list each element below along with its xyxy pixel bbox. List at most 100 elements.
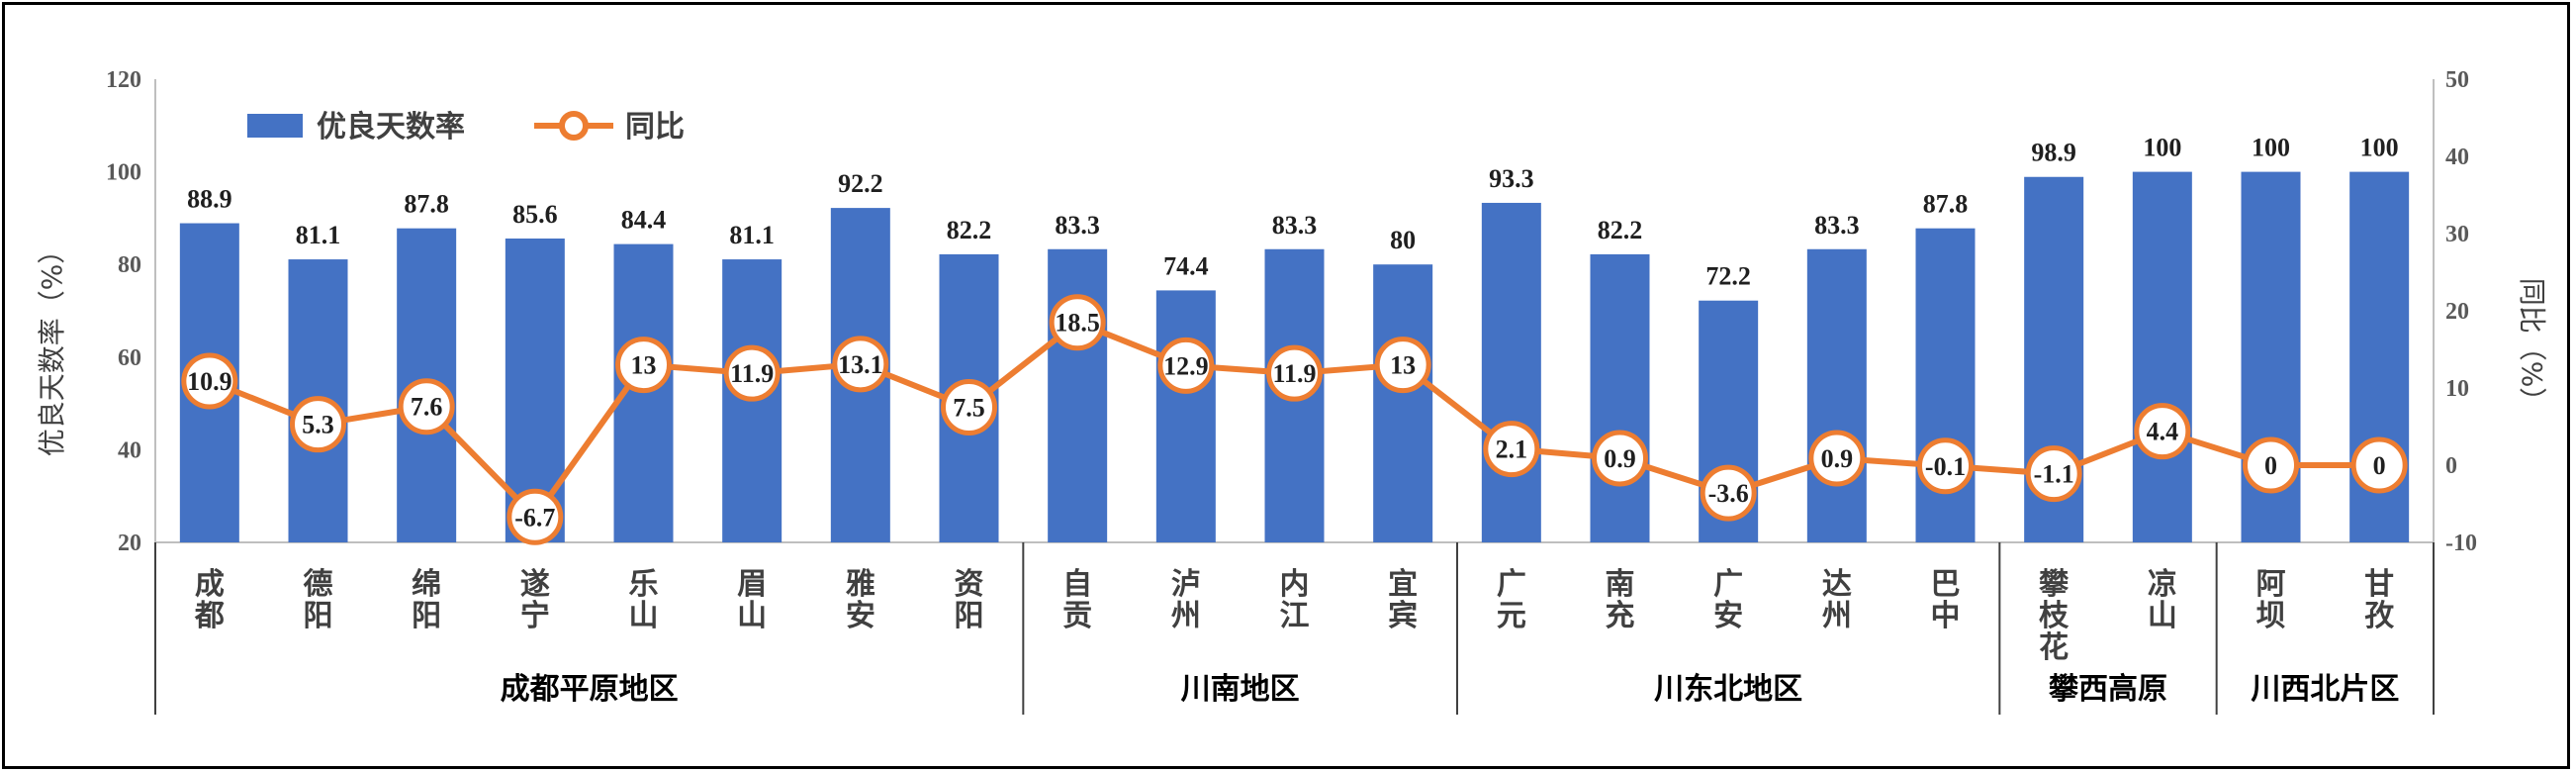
category-label-3-char-0: 遂 xyxy=(520,567,550,602)
category-label-1-char-1: 阳 xyxy=(304,599,333,633)
category-label-16: 巴中 xyxy=(1931,567,1961,633)
category-label-3-char-1: 宁 xyxy=(520,599,550,633)
line-point-19 xyxy=(2243,436,2299,494)
category-label-11: 宜宾 xyxy=(1388,567,1418,633)
category-label-9-char-1: 州 xyxy=(1171,599,1201,633)
line-point-5 xyxy=(723,344,781,402)
line-point-10 xyxy=(1266,344,1323,402)
line-point-0 xyxy=(181,352,238,410)
category-label-12-char-1: 元 xyxy=(1497,599,1526,633)
bar-label-10: 83.3 xyxy=(1272,211,1318,240)
bar-label-18: 100 xyxy=(2143,134,2181,162)
legend-bar-swatch xyxy=(247,114,303,138)
y2-tick-label-3: 20 xyxy=(2445,299,2469,325)
line-label-14: -3.6 xyxy=(1708,479,1749,508)
line-label-11: 13 xyxy=(1390,351,1416,380)
category-label-14-char-1: 安 xyxy=(1713,599,1743,633)
line-point-7 xyxy=(941,379,997,435)
line-label-3: -6.7 xyxy=(514,503,555,531)
line-point-8 xyxy=(1049,294,1106,351)
legend-line-marker xyxy=(559,111,589,141)
bar-15 xyxy=(1806,248,1867,543)
line-label-19: 0 xyxy=(2264,451,2277,480)
category-label-12-char-0: 广 xyxy=(1497,567,1526,602)
category-label-19: 阿坝 xyxy=(2256,567,2286,633)
bar-12 xyxy=(1481,202,1541,542)
bar-label-2: 87.8 xyxy=(404,190,449,219)
line-point-13 xyxy=(1592,430,1648,487)
y2-tick-label-2: 10 xyxy=(2445,376,2469,402)
category-label-6-char-1: 安 xyxy=(846,599,875,633)
bar-18 xyxy=(2132,171,2192,542)
legend-line-label: 同比 xyxy=(625,110,685,145)
line-label-20: 0 xyxy=(2373,451,2386,480)
category-label-1-char-0: 德 xyxy=(304,567,333,602)
category-label-13-char-0: 南 xyxy=(1606,567,1635,602)
line-label-0: 10.9 xyxy=(187,367,232,396)
line-point-18 xyxy=(2134,403,2191,460)
line-label-4: 13 xyxy=(631,351,657,380)
bar-16 xyxy=(1915,228,1976,543)
category-label-14-char-0: 广 xyxy=(1713,567,1743,602)
line-label-7: 7.5 xyxy=(953,394,985,423)
category-label-9-char-0: 泸 xyxy=(1171,567,1201,602)
y-tick-label-3: 80 xyxy=(118,252,141,278)
bar-8 xyxy=(1048,248,1108,543)
category-label-20-char-1: 孜 xyxy=(2364,599,2395,633)
category-label-19-char-1: 坝 xyxy=(2256,599,2286,633)
y2-tick-label-4: 30 xyxy=(2445,222,2469,247)
line-point-14 xyxy=(1700,464,1757,522)
y-tick-label-0: 20 xyxy=(118,531,141,556)
line-point-12 xyxy=(1483,421,1540,478)
category-label-5-char-1: 山 xyxy=(737,599,767,633)
category-label-0: 成都 xyxy=(194,567,225,633)
bar-label-17: 98.9 xyxy=(2031,139,2076,167)
line-point-1 xyxy=(290,396,346,453)
group-label-1: 川南地区 xyxy=(1181,672,1300,707)
category-axis: 成都德阳绵阳遂宁乐山眉山雅安资阳自贡泸州内江宜宾广元南充广安达州巴中攀枝花凉山阿… xyxy=(154,542,2435,715)
line-label-8: 18.5 xyxy=(1055,309,1100,338)
category-label-5-char-0: 眉 xyxy=(737,567,767,602)
category-label-17-char-1: 枝 xyxy=(2039,599,2070,633)
category-label-17-char-0: 攀 xyxy=(2039,567,2070,602)
bar-label-19: 100 xyxy=(2252,134,2290,162)
line-label-6: 13.1 xyxy=(838,350,883,379)
category-label-15: 达州 xyxy=(1822,567,1852,633)
bar-label-11: 80 xyxy=(1390,226,1416,254)
bar-label-8: 83.3 xyxy=(1055,211,1100,240)
y-tick-label-2: 60 xyxy=(118,345,141,371)
category-label-1: 德阳 xyxy=(304,567,333,633)
category-label-2: 绵阳 xyxy=(412,567,441,633)
bar-label-3: 85.6 xyxy=(512,200,558,229)
category-label-8-char-0: 自 xyxy=(1062,567,1092,602)
line-label-13: 0.9 xyxy=(1604,444,1636,473)
line-label-15: 0.9 xyxy=(1821,444,1854,473)
y-tick-label-4: 100 xyxy=(106,160,141,186)
category-label-18: 凉山 xyxy=(2148,567,2177,633)
y-tick-label-1: 40 xyxy=(118,437,141,463)
category-label-18-char-0: 凉 xyxy=(2148,567,2177,602)
bar-label-14: 72.2 xyxy=(1705,262,1751,291)
category-label-20: 甘孜 xyxy=(2364,567,2395,633)
line-point-2 xyxy=(398,378,455,435)
category-label-16-char-0: 巴 xyxy=(1931,567,1961,602)
bar-label-9: 74.4 xyxy=(1163,251,1209,280)
line-point-3 xyxy=(506,488,564,545)
line-point-11 xyxy=(1374,337,1431,394)
category-label-15-char-1: 州 xyxy=(1822,599,1852,633)
line-point-6 xyxy=(832,336,889,393)
category-label-13: 南充 xyxy=(1606,567,1635,633)
line-point-15 xyxy=(1808,430,1866,487)
category-label-8-char-1: 贡 xyxy=(1062,599,1092,633)
bar-label-20: 100 xyxy=(2360,134,2399,162)
y2-tick-label-0: -10 xyxy=(2445,531,2477,556)
category-label-13-char-1: 充 xyxy=(1606,599,1635,633)
bar-label-7: 82.2 xyxy=(947,216,992,244)
y2-axis-title: 同比（%） xyxy=(2516,278,2548,416)
bar-label-4: 84.4 xyxy=(621,206,667,235)
bar-11 xyxy=(1373,264,1433,542)
line-point-16 xyxy=(1917,437,1974,495)
bar-9 xyxy=(1155,290,1216,542)
bar-label-15: 83.3 xyxy=(1814,211,1860,240)
